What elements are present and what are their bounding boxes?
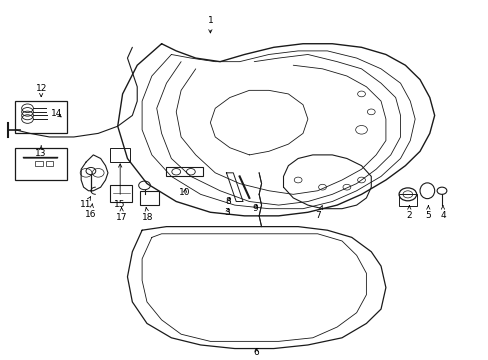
Text: 15: 15	[114, 164, 125, 209]
Bar	[15, 148, 66, 180]
Bar	[45, 161, 53, 166]
Bar	[140, 191, 159, 205]
Text: 16: 16	[85, 204, 97, 219]
Text: 3: 3	[224, 208, 230, 217]
Text: 5: 5	[425, 206, 430, 220]
Text: 17: 17	[116, 207, 127, 222]
Text: 4: 4	[439, 206, 445, 220]
Text: 7: 7	[314, 206, 322, 220]
Text: 11: 11	[80, 197, 92, 209]
Bar	[166, 167, 203, 176]
Text: 10: 10	[179, 188, 190, 197]
Text: 13: 13	[35, 146, 47, 158]
Text: 6: 6	[253, 348, 259, 357]
Bar	[398, 194, 416, 206]
Text: 18: 18	[142, 207, 153, 222]
Text: 14: 14	[51, 109, 62, 118]
Text: 1: 1	[207, 16, 213, 33]
Bar	[110, 185, 132, 202]
Text: 12: 12	[36, 84, 47, 97]
Bar	[110, 148, 130, 162]
Text: 2: 2	[406, 206, 411, 220]
Text: 8: 8	[225, 197, 231, 206]
Bar	[15, 101, 66, 134]
Text: 9: 9	[252, 204, 258, 213]
Bar	[35, 161, 42, 166]
